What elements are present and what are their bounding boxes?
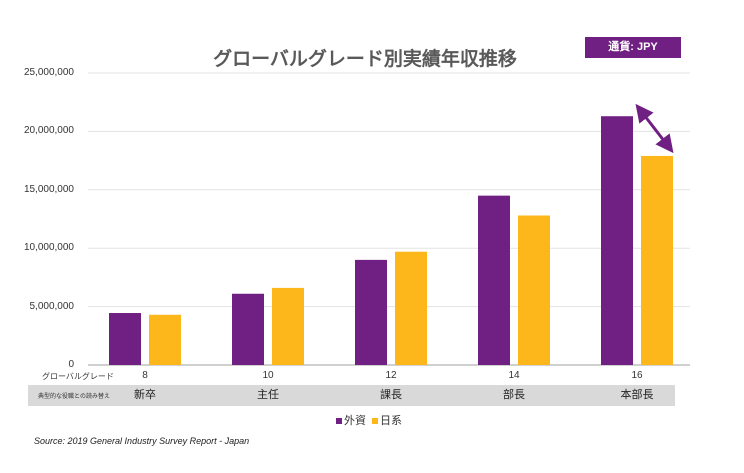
x-tick: 12 bbox=[385, 370, 397, 381]
roles-band bbox=[28, 385, 675, 406]
role-label: 新卒 bbox=[134, 389, 156, 401]
legend: 外資 日系 bbox=[336, 412, 402, 428]
bar-japanese bbox=[641, 155, 673, 365]
y-tick: 15,000,000 bbox=[23, 184, 74, 195]
chart-title: グローバルグレード別実績年収推移 bbox=[213, 49, 517, 70]
legend-label: 外資 bbox=[344, 415, 366, 427]
y-tick: 0 bbox=[68, 359, 74, 370]
bar-foreign bbox=[232, 293, 264, 365]
source-note: Source: 2019 General Industry Survey Rep… bbox=[34, 436, 250, 446]
legend-item-foreign: 外資 bbox=[336, 412, 366, 428]
y-tick: 5,000,000 bbox=[29, 301, 75, 312]
bar-japanese bbox=[395, 251, 427, 365]
x-tick: 8 bbox=[142, 370, 148, 381]
x-tick: 14 bbox=[508, 370, 520, 381]
y-tick: 25,000,000 bbox=[23, 67, 74, 78]
currency-badge: 通貨: JPY bbox=[585, 37, 681, 58]
roles-row-label: 典型的な役職との読み替え bbox=[38, 394, 110, 400]
y-tick: 10,000,000 bbox=[23, 242, 74, 253]
x-tick: 16 bbox=[631, 370, 643, 381]
legend-label: 日系 bbox=[380, 415, 402, 427]
bar-foreign bbox=[478, 195, 510, 365]
difference-arrow bbox=[635, 103, 674, 154]
bar-foreign bbox=[109, 313, 141, 365]
legend-swatch bbox=[336, 418, 342, 424]
grade-row-label: グローバルグレード bbox=[42, 372, 114, 381]
x-tick: 10 bbox=[262, 370, 274, 381]
role-label: 課長 bbox=[380, 389, 402, 401]
role-label: 本部長 bbox=[620, 389, 654, 401]
legend-item-japanese: 日系 bbox=[372, 412, 402, 428]
bar-japanese bbox=[272, 287, 304, 365]
bar-japanese bbox=[149, 314, 181, 365]
role-label: 主任 bbox=[257, 389, 279, 401]
role-label: 部長 bbox=[503, 389, 525, 401]
bar-foreign bbox=[601, 116, 633, 365]
bar-japanese bbox=[518, 215, 550, 365]
bar-foreign bbox=[355, 259, 387, 365]
legend-swatch bbox=[372, 418, 378, 424]
y-tick: 20,000,000 bbox=[23, 125, 74, 136]
